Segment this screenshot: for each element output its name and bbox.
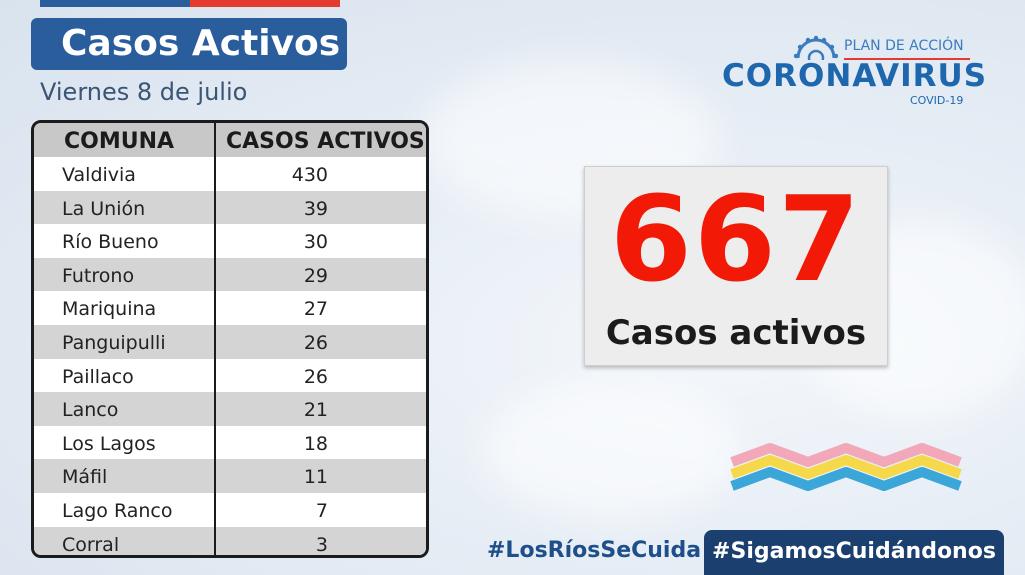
top-color-strip (40, 0, 340, 7)
table-row: Lanco 21 (34, 392, 426, 426)
row-casos: 18 (303, 432, 328, 455)
row-comuna: La Unión (62, 197, 146, 220)
row-casos: 11 (303, 466, 328, 489)
row-casos: 21 (303, 399, 328, 422)
hashtag-los-rios: #LosRíosSeCuida (487, 538, 702, 563)
table-row: Río Bueno 30 (34, 224, 426, 258)
row-casos: 26 (303, 365, 328, 388)
row-casos: 27 (303, 298, 328, 321)
row-casos: 30 (303, 231, 328, 254)
header-comuna: COMUNA (64, 129, 175, 154)
cases-table: COMUNA CASOS ACTIVOS Valdivia 430 La Unió… (31, 120, 429, 558)
table-row: Lago Ranco 7 (34, 492, 426, 527)
row-comuna: Río Bueno (62, 231, 159, 254)
row-casos: 3 (315, 533, 328, 556)
header-casos: CASOS ACTIVOS (226, 129, 425, 154)
row-comuna: Los Lagos (62, 432, 156, 455)
logo-subtitle: COVID-19 (910, 94, 964, 107)
report-date: Viernes 8 de julio (40, 78, 248, 106)
total-cases-card: 667 Casos activos (584, 166, 888, 366)
table-row: La Unión 39 (34, 190, 426, 225)
logo-plan-text: PLAN DE ACCIÓN (844, 38, 964, 54)
table-body: Valdivia 430 La Unión 39 Río Bueno 30 Futro… (34, 157, 426, 556)
regional-waves-logo (730, 443, 962, 491)
total-cases-number: 667 (609, 170, 863, 308)
row-comuna: Corral (62, 533, 120, 556)
row-casos: 26 (303, 331, 328, 354)
hashtag-sigamos: #SigamosCuidándonos (704, 530, 1004, 575)
table-row: Valdivia 430 (34, 157, 426, 191)
page-title: Casos Activos (31, 18, 347, 70)
row-comuna: Lago Ranco (62, 499, 173, 522)
row-comuna: Máfil (62, 466, 108, 489)
table-row: Corral 3 (34, 526, 426, 556)
table-row: Mariquina 27 (34, 291, 426, 325)
total-cases-label: Casos activos (605, 313, 867, 353)
row-casos: 39 (303, 197, 328, 220)
plan-coronavirus-logo: PLAN DE ACCIÓN CORONAVIRUS COVID-19 (722, 34, 986, 109)
table-row: Futrono 29 (34, 257, 426, 292)
row-casos: 430 (291, 164, 328, 186)
table-header: COMUNA CASOS ACTIVOS (34, 123, 426, 157)
virus-icon (793, 35, 839, 60)
table-row: Los Lagos 18 (34, 425, 426, 460)
logo-divider (844, 58, 970, 60)
row-comuna: Mariquina (62, 298, 157, 321)
row-comuna: Futrono (62, 264, 135, 287)
column-divider (214, 123, 216, 555)
row-comuna: Paillaco (62, 365, 134, 388)
table-row: Máfil 11 (34, 459, 426, 493)
row-comuna: Valdivia (62, 164, 136, 186)
row-casos: 7 (315, 499, 328, 522)
row-comuna: Lanco (62, 399, 119, 422)
row-comuna: Panguipulli (62, 331, 166, 354)
row-casos: 29 (303, 264, 328, 287)
table-row: Paillaco 26 (34, 358, 426, 393)
logo-name: CORONAVIRUS (722, 58, 988, 94)
table-row: Panguipulli 26 (34, 324, 426, 359)
